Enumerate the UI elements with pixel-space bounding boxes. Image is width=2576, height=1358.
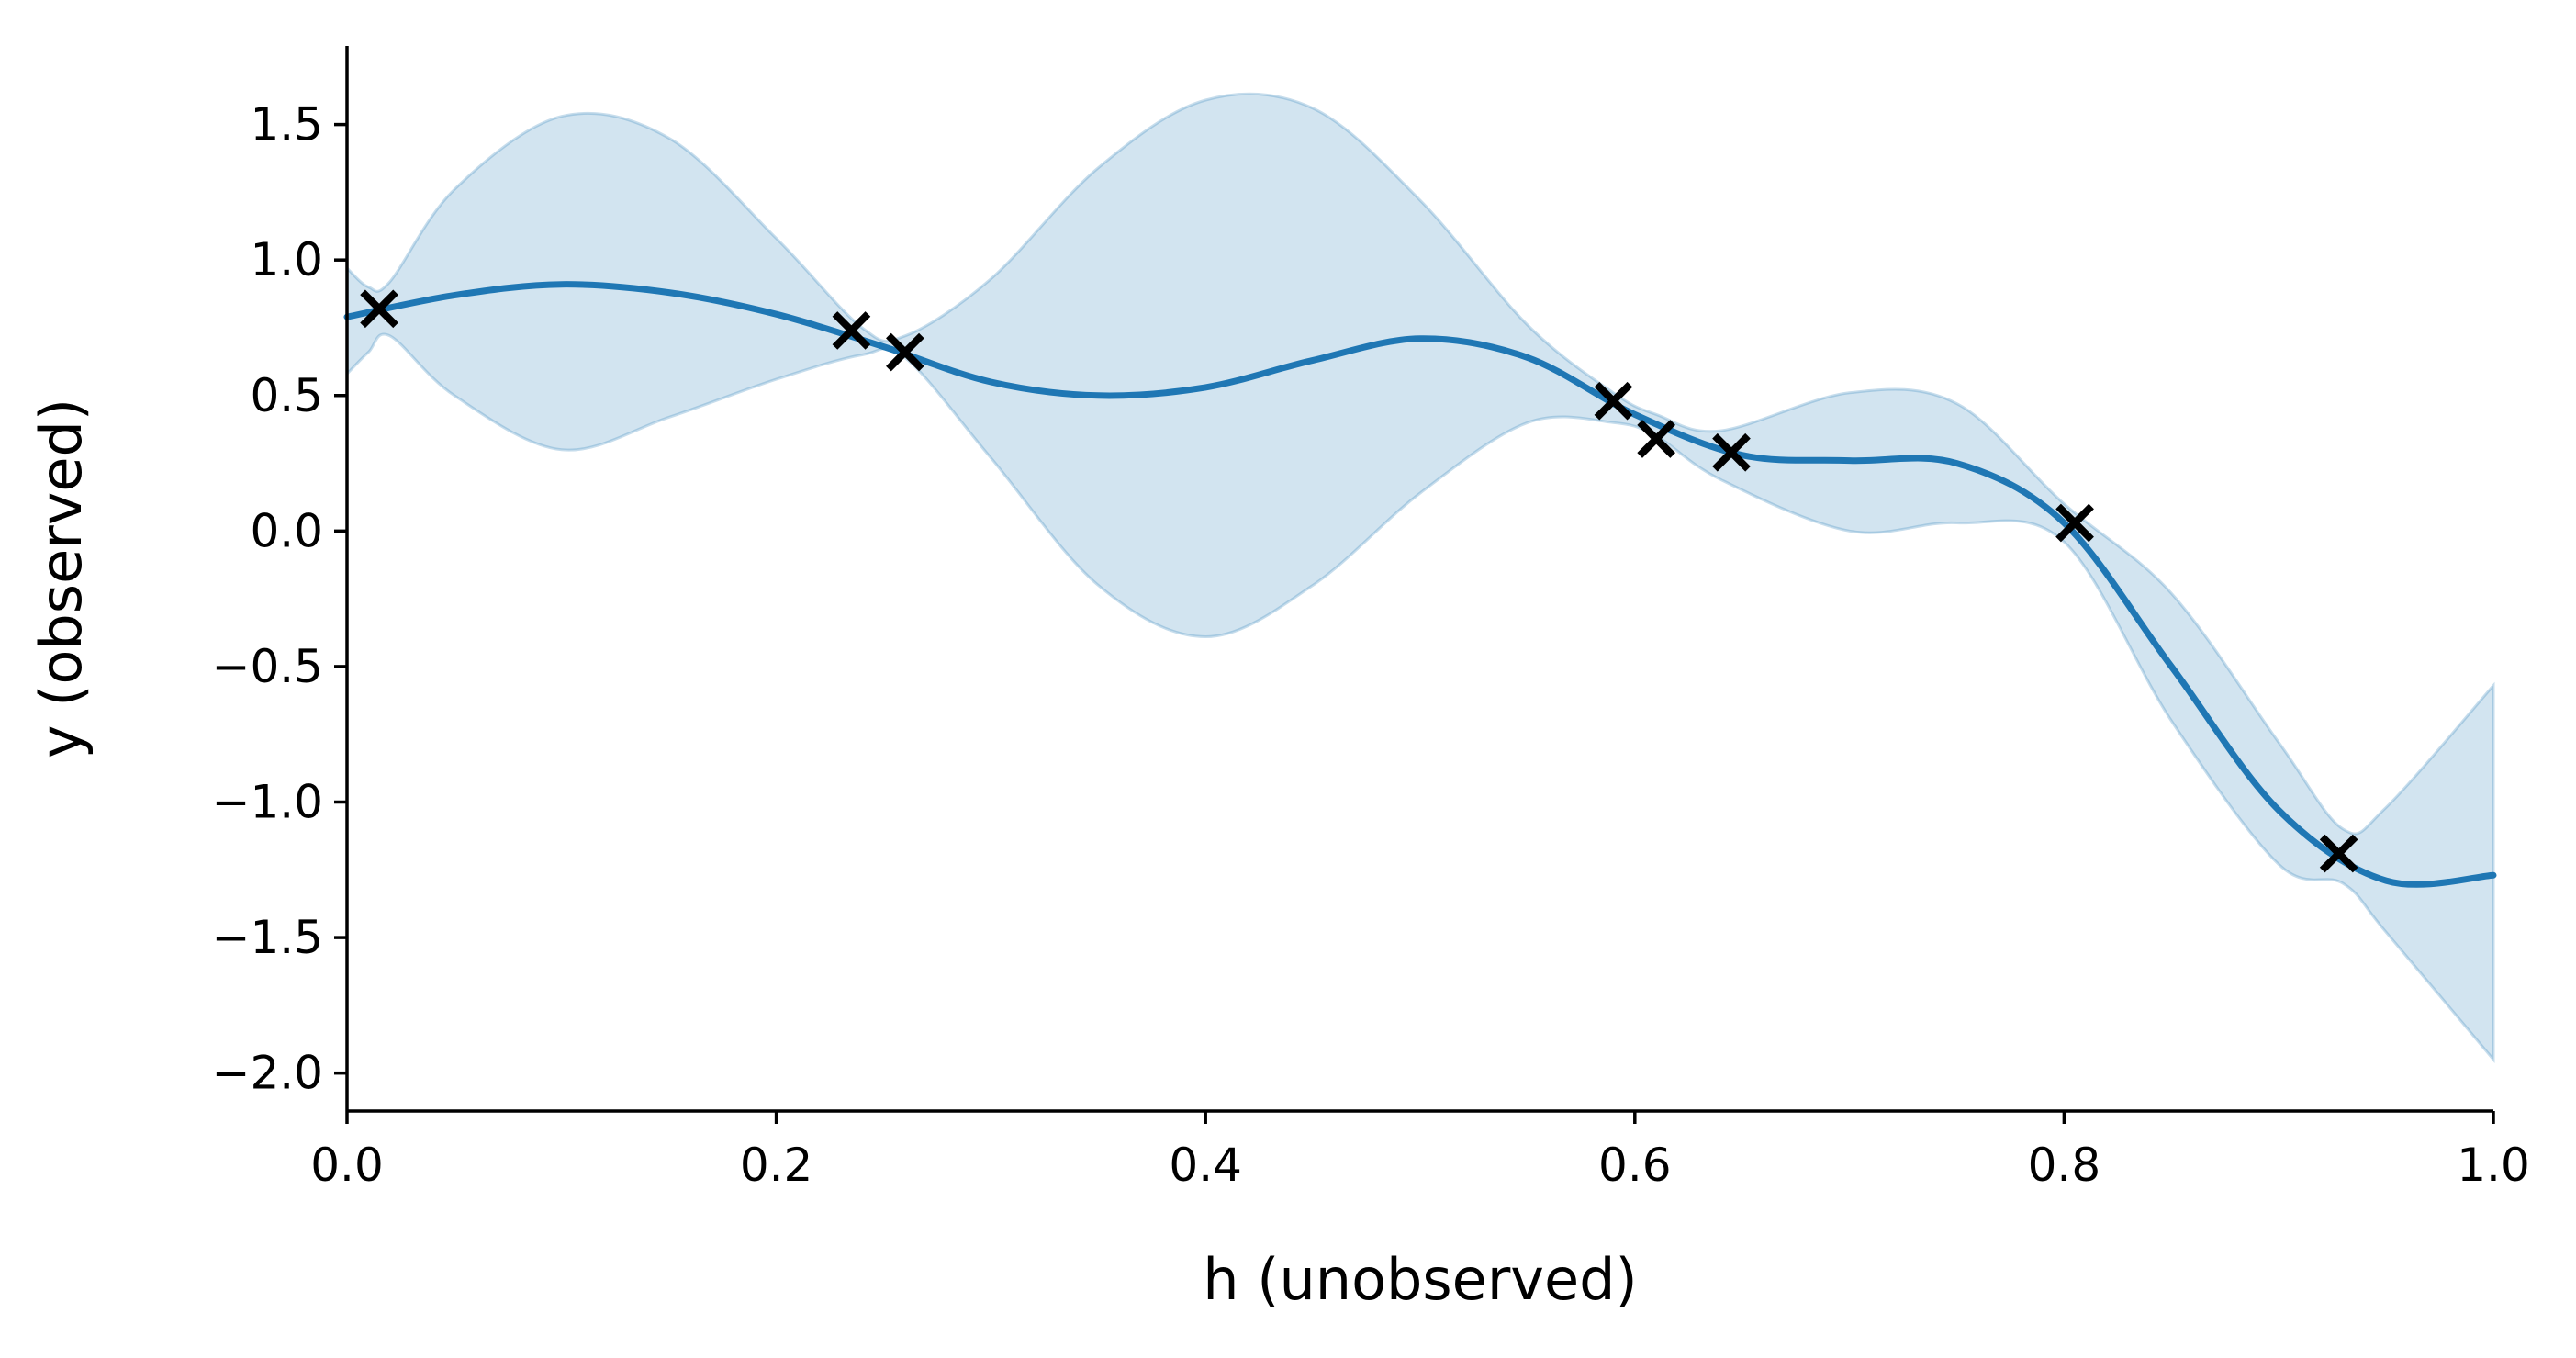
observed-point (832, 311, 871, 350)
x-axis-ticks: 0.0 0.2 0.4 0.6 0.8 1.0 (310, 1111, 2530, 1192)
observed-point (1637, 420, 1676, 458)
y-tick-label: −0.5 (212, 640, 323, 693)
observed-points-layer (360, 289, 2358, 873)
y-tick-label: −2.0 (212, 1047, 323, 1100)
y-tick-label: −1.5 (212, 911, 323, 964)
y-axis-label: y (observed) (28, 398, 95, 758)
confidence-band-layer (345, 92, 2495, 1064)
y-axis-ticks: 1.5 1.0 0.5 0.0 −0.5 −1.0 −1.5 −2.0 (212, 98, 347, 1100)
x-tick-label: 0.2 (740, 1139, 813, 1192)
y-tick-label: −1.0 (212, 776, 323, 829)
axes: 0.0 0.2 0.4 0.6 0.8 1.0 1.5 1.0 0.5 0.0 −0.5 −1.0 −… (212, 46, 2530, 1192)
y-tick-label: 0.0 (250, 504, 323, 557)
x-tick-label: 0.4 (1169, 1139, 1242, 1192)
x-tick-label: 0.0 (310, 1139, 384, 1192)
x-tick-label: 0.8 (2028, 1139, 2101, 1192)
x-axis-label: h (unobserved) (1203, 1246, 1637, 1313)
observed-point (360, 289, 398, 329)
x-tick-label: 1.0 (2457, 1139, 2530, 1192)
y-tick-label: 1.0 (250, 233, 323, 286)
observed-point (2319, 834, 2358, 873)
confidence-band (345, 92, 2495, 1064)
observed-point (1594, 381, 1633, 421)
observed-point (1712, 432, 1751, 472)
x-tick-label: 0.6 (1598, 1139, 1672, 1192)
y-tick-label: 1.5 (250, 98, 323, 152)
y-tick-label: 0.5 (250, 369, 323, 422)
mean-line-layer (343, 281, 2497, 888)
observed-point (886, 332, 924, 372)
mean-line (343, 281, 2497, 888)
observed-point (2055, 503, 2094, 543)
